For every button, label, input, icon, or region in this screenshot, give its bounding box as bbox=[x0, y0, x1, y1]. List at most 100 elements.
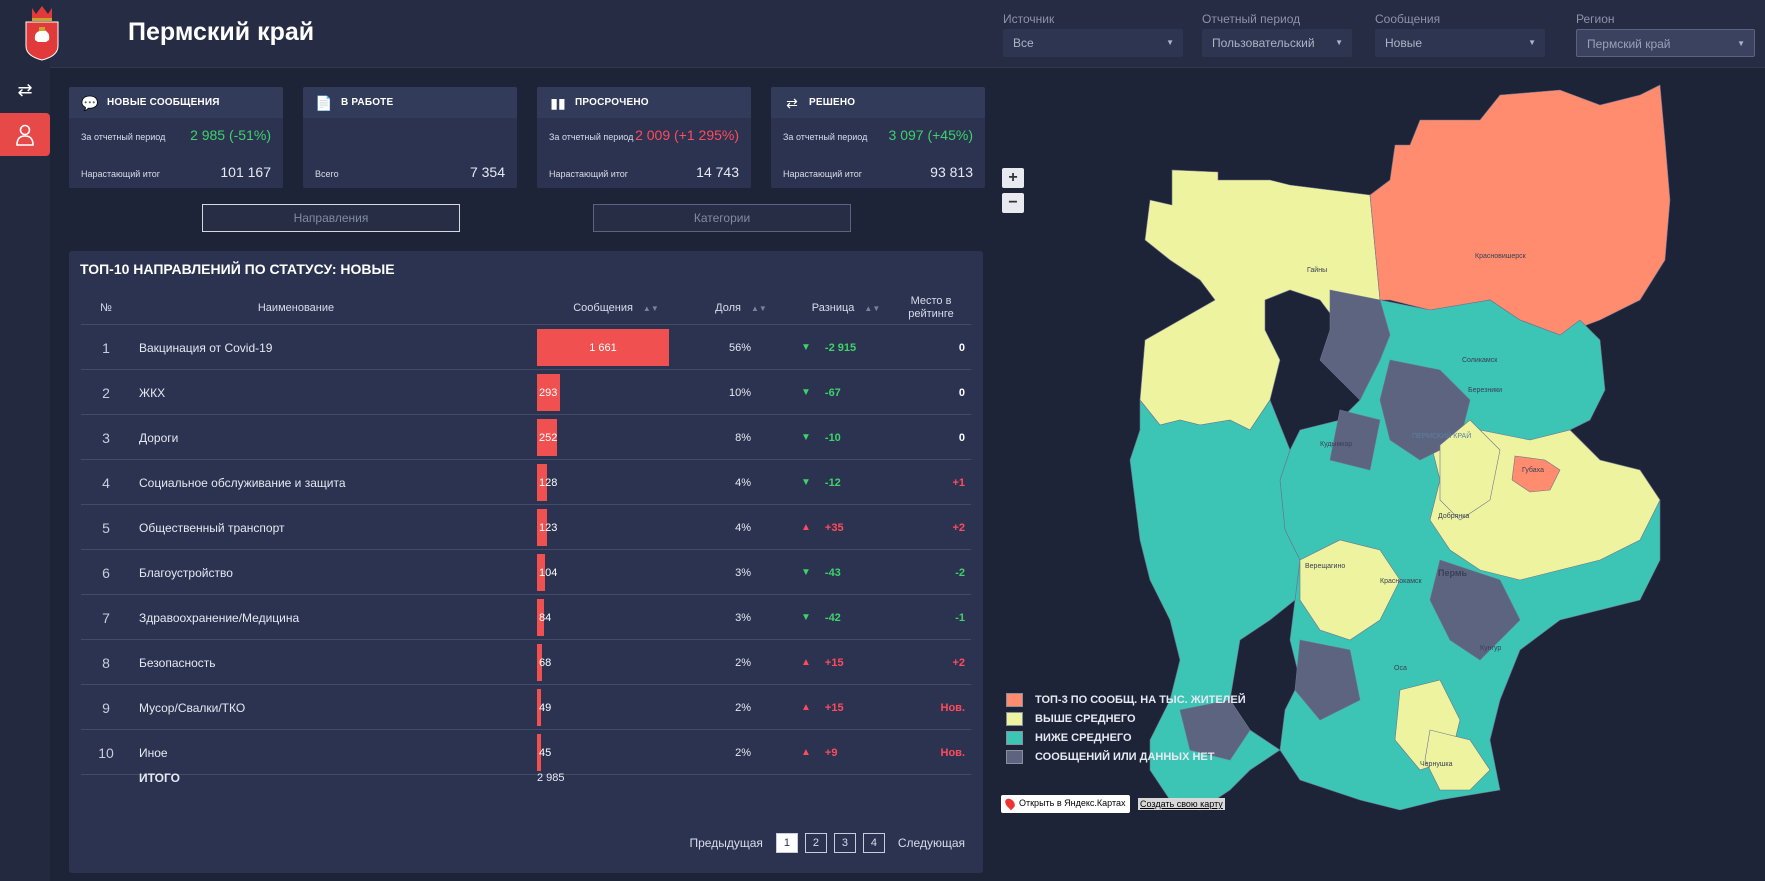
header-name: Наименование bbox=[257, 301, 335, 314]
period-select[interactable]: Пользовательский ▼ bbox=[1202, 29, 1352, 57]
table-row[interactable]: 5 Общественный транспорт 123 4% ▲ +35 +2 bbox=[81, 505, 971, 550]
page-button-2[interactable]: 2 bbox=[804, 833, 827, 853]
map-label: Красновишерск bbox=[1475, 253, 1527, 260]
row-share: 3% bbox=[735, 611, 751, 624]
sort-icon[interactable]: ▲▼ bbox=[750, 303, 767, 313]
open-yandex-maps-button[interactable]: Открыть в Яндекс.Картах bbox=[1001, 795, 1131, 813]
map-label: Гайны bbox=[1307, 266, 1327, 274]
row-messages: 128 bbox=[539, 476, 558, 489]
map-label: Чернушка bbox=[1420, 761, 1453, 768]
map-pin-icon bbox=[1003, 796, 1017, 811]
legend-label: НИЖЕ СРЕДНЕГО bbox=[1035, 731, 1132, 744]
rail-user-button[interactable] bbox=[0, 113, 50, 156]
row-name: Общественный транспорт bbox=[139, 520, 285, 535]
directions-toggle[interactable]: Направления bbox=[202, 204, 460, 232]
row-name: Социальное обслуживание и защита bbox=[139, 475, 346, 490]
row-bar-cell: 104 bbox=[537, 550, 697, 595]
row-bar-cell: 84 bbox=[537, 595, 697, 640]
triangle-down-icon: ▼ bbox=[801, 432, 811, 443]
page-button-3[interactable]: 3 bbox=[833, 833, 856, 853]
region-map[interactable]: Гайны Красновишерск Соликамск Березники … bbox=[990, 70, 1765, 881]
region-select[interactable]: Пермский край ▼ bbox=[1576, 29, 1755, 57]
table-row[interactable]: 7 Здравоохранение/Медицина 84 3% ▼ -42 -1 bbox=[81, 595, 971, 640]
row-messages: 293 bbox=[539, 386, 558, 399]
triangle-up-icon: ▲ bbox=[801, 747, 811, 758]
filter-label: Отчетный период bbox=[1202, 12, 1301, 26]
triangle-down-icon: ▼ bbox=[801, 477, 811, 488]
messages-select[interactable]: Новые ▼ bbox=[1375, 29, 1545, 57]
row-messages: 104 bbox=[539, 566, 558, 579]
pagination: Предыдущая 1 2 3 4 Следующая bbox=[683, 833, 971, 853]
map-label: Верещагино bbox=[1305, 563, 1345, 570]
swap-icon[interactable]: ⇄ bbox=[17, 80, 33, 100]
legend-label: ТОП-3 ПО СООБЩ. НА ТЫС. ЖИТЕЛЕЙ bbox=[1035, 693, 1246, 706]
row-messages: 1 661 bbox=[589, 341, 617, 354]
sort-icon[interactable]: ▲▼ bbox=[642, 303, 659, 313]
row-share: 2% bbox=[735, 746, 751, 759]
table-row[interactable]: 4 Социальное обслуживание и защита 128 4% ▼ -… bbox=[81, 460, 971, 505]
page-button-4[interactable]: 4 bbox=[862, 833, 885, 853]
row-bar-cell: 49 bbox=[537, 685, 697, 730]
row-bar bbox=[537, 464, 547, 501]
categories-toggle[interactable]: Категории bbox=[593, 204, 851, 232]
map-label: Губаха bbox=[1522, 466, 1544, 474]
table-row[interactable]: 10 Иное 45 2% ▲ +9 Нов. bbox=[81, 730, 971, 775]
table-row[interactable]: 6 Благоустройство 104 3% ▼ -43 -2 bbox=[81, 550, 971, 595]
card-period-value: 2 985 (-51%) bbox=[190, 127, 271, 143]
header-share[interactable]: Доля ▲▼ bbox=[701, 291, 781, 325]
row-bar bbox=[537, 689, 541, 726]
row-bar bbox=[537, 419, 557, 456]
header-num: № bbox=[100, 301, 112, 314]
row-diff-cell: ▲ +9 bbox=[801, 730, 881, 775]
card-label: За отчетный период bbox=[81, 132, 166, 142]
legend-swatch bbox=[1006, 749, 1023, 764]
row-bar-cell: 45 bbox=[537, 730, 697, 775]
card-title: НОВЫЕ СООБЩЕНИЯ bbox=[107, 97, 220, 108]
row-messages: 252 bbox=[539, 431, 558, 444]
zoom-in-button[interactable]: + bbox=[1002, 168, 1024, 188]
map-label: Кудымкар bbox=[1320, 441, 1352, 448]
row-messages: 123 bbox=[539, 521, 558, 534]
row-bar bbox=[537, 734, 541, 771]
row-diff: -67 bbox=[824, 386, 841, 399]
table-row[interactable]: 8 Безопасность 68 2% ▲ +15 +2 bbox=[81, 640, 971, 685]
row-diff-cell: ▲ +15 bbox=[801, 640, 881, 685]
row-name: Иное bbox=[139, 745, 168, 760]
legend-item: НИЖЕ СРЕДНЕГО bbox=[1006, 728, 1246, 747]
next-page-button[interactable]: Следующая bbox=[897, 836, 965, 850]
header-share-label: Доля bbox=[715, 301, 741, 314]
row-number: 5 bbox=[102, 519, 110, 536]
source-select[interactable]: Все ▼ bbox=[1003, 29, 1183, 57]
row-bar bbox=[537, 329, 669, 366]
header-messages[interactable]: Сообщения ▲▼ bbox=[551, 291, 681, 325]
map-region-yellow-mid bbox=[1439, 419, 1501, 521]
legend-swatch bbox=[1006, 692, 1023, 707]
row-rank: +2 bbox=[952, 521, 965, 534]
filter-period: Отчетный период Пользовательский ▼ bbox=[1202, 12, 1352, 57]
zoom-out-button[interactable]: − bbox=[1002, 193, 1024, 213]
map-region-grey-4 bbox=[1294, 639, 1361, 721]
sort-icon[interactable]: ▲▼ bbox=[864, 303, 881, 313]
triangle-up-icon: ▲ bbox=[801, 522, 811, 533]
prev-page-button[interactable]: Предыдущая bbox=[689, 836, 763, 850]
page-button-1[interactable]: 1 bbox=[775, 833, 798, 853]
row-share: 2% bbox=[735, 701, 751, 714]
filter-label: Источник bbox=[1003, 12, 1055, 26]
row-share: 10% bbox=[728, 386, 751, 399]
header-diff-label: Разница bbox=[811, 301, 855, 314]
header-messages-label: Сообщения bbox=[573, 301, 633, 314]
card-label: Всего bbox=[315, 169, 339, 179]
open-yandex-maps-label: Открыть в Яндекс.Картах bbox=[1019, 798, 1126, 808]
table-row[interactable]: 2 ЖКХ 293 10% ▼ -67 0 bbox=[81, 370, 971, 415]
row-bar-cell: 68 bbox=[537, 640, 697, 685]
table-row[interactable]: 3 Дороги 252 8% ▼ -10 0 bbox=[81, 415, 971, 460]
table-row[interactable]: 9 Мусор/Свалки/ТКО 49 2% ▲ +15 Нов. bbox=[81, 685, 971, 730]
card-resolved: ⇄ РЕШЕНО За отчетный период 3 097 (+45%) Н… bbox=[771, 87, 985, 188]
caret-down-icon: ▼ bbox=[1737, 39, 1745, 48]
triangle-down-icon: ▼ bbox=[801, 387, 811, 398]
legend-label: СООБЩЕНИЙ ИЛИ ДАННЫХ НЕТ bbox=[1035, 750, 1215, 763]
header-diff[interactable]: Разница ▲▼ bbox=[796, 291, 896, 325]
create-map-link[interactable]: Создать свою карту bbox=[1138, 798, 1225, 810]
table-row[interactable]: 1 Вакцинация от Covid-19 1 661 56% ▼ -2 915 0 bbox=[81, 325, 971, 370]
row-name: Благоустройство bbox=[139, 565, 233, 580]
